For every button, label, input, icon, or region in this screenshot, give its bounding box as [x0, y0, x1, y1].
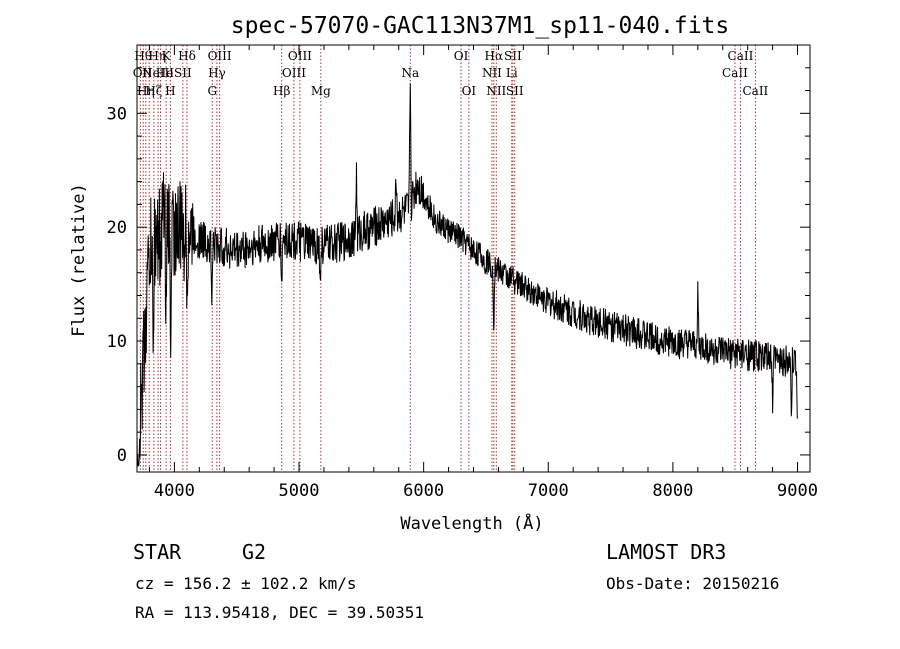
line-marker-label-27: CaII	[722, 66, 748, 80]
line-marker-label-15: OIII	[282, 66, 306, 80]
line-marker-label-29: CaII	[742, 84, 768, 98]
line-marker-label-14: Hβ	[273, 84, 290, 98]
object-class: STAR	[133, 540, 182, 564]
x-tick-label: 6000	[403, 481, 444, 501]
x-tick-label: 9000	[777, 481, 818, 501]
line-marker-label-1: Hθ	[134, 49, 152, 63]
line-marker-label-3: Hη	[148, 49, 166, 63]
x-tick-label: 7000	[528, 481, 569, 501]
line-marker-label-6: He	[156, 66, 174, 80]
line-marker-label-12: Hγ	[208, 66, 226, 80]
line-marker-label-7: K	[162, 49, 172, 63]
x-axis-label: Wavelength (Å)	[400, 512, 543, 534]
line-marker-label-11: G	[207, 84, 217, 98]
line-marker-label-25: SII	[504, 49, 522, 63]
y-tick-label: 0	[117, 446, 127, 466]
line-marker-label-18: Na	[401, 66, 419, 80]
x-tick-label: 4000	[154, 481, 195, 501]
line-marker-label-8: H	[165, 84, 175, 98]
line-marker-label-13: OIII	[208, 49, 232, 63]
line-marker-label-23: NII	[486, 84, 506, 98]
y-tick-label: 20	[107, 218, 127, 238]
line-marker-label-17: Mg	[311, 84, 331, 98]
survey-name: LAMOST DR3	[606, 540, 727, 564]
axes-layer: 4000 5000 6000 7000 8000 9000 0 10 20 30	[107, 44, 818, 501]
line-marker-label-28: CaII	[728, 49, 754, 63]
y-tick-label: 30	[107, 104, 127, 124]
object-subclass: G2	[242, 540, 267, 564]
line-marker-label-20: OI	[462, 84, 477, 98]
x-tick-label: 8000	[652, 481, 693, 501]
chart-title: spec-57070-GAC113N37M1_sp11-040.fits	[231, 13, 730, 39]
observation-date: Obs-Date: 20150216	[606, 574, 780, 593]
y-axis-label: Flux (relative)	[69, 183, 89, 337]
spectrum-line	[136, 83, 798, 467]
coordinates: RA = 113.95418, DEC = 39.50351	[135, 603, 424, 622]
line-marker-label-21: NII	[482, 66, 502, 80]
line-marker-label-19: OI	[454, 49, 469, 63]
spectrum-layer	[136, 83, 798, 467]
line-marker-label-10: Hδ	[178, 49, 196, 63]
line-marker-label-9: SII	[174, 66, 192, 80]
redshift-velocity: cz = 156.2 ± 102.2 km/s	[135, 574, 357, 593]
line-marker-label-2: Hη	[137, 84, 155, 98]
line-marker-label-22: Hα	[485, 49, 504, 63]
line-marker-label-24: Li	[506, 66, 518, 80]
y-tick-label: 10	[107, 332, 127, 352]
line-marker-label-26: SII	[506, 84, 524, 98]
line-marker-label-0: OII	[133, 66, 153, 80]
line-marker-label-16: OIII	[288, 49, 312, 63]
x-tick-label: 5000	[279, 481, 320, 501]
